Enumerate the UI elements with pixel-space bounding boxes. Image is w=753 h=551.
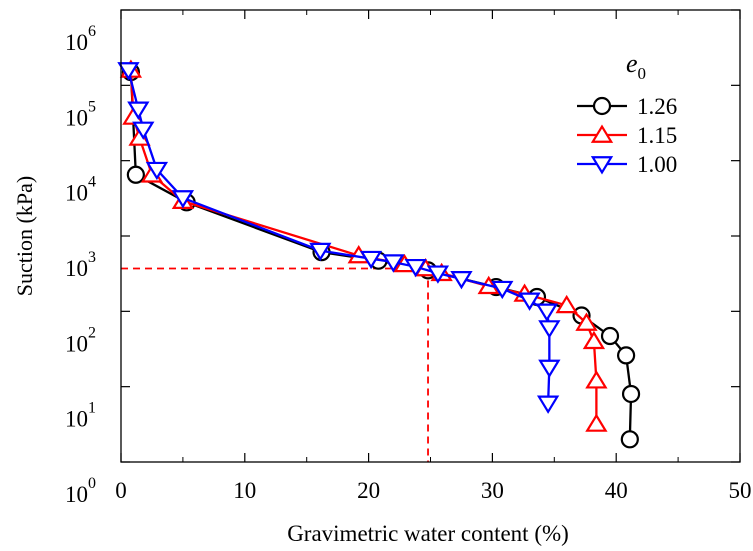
data-point — [359, 250, 383, 270]
x-axis-label: Gravimetric water content (%) — [287, 521, 569, 546]
data-point — [127, 101, 150, 120]
data-point — [535, 303, 559, 322]
y-tick-label: 101 — [65, 400, 96, 432]
legend-marker — [590, 156, 614, 175]
data-point — [617, 346, 636, 365]
data-point — [450, 271, 473, 290]
plot-frame — [120, 9, 741, 463]
data-point — [536, 395, 560, 414]
y-tick-label: 104 — [65, 174, 96, 206]
x-tick-labels: 0 10 20 30 40 50 — [115, 478, 751, 503]
data-point — [382, 254, 405, 273]
legend-label: 1.26 — [637, 94, 677, 119]
x-tick-label: 50 — [729, 478, 752, 503]
y-tick-exponent: 2 — [88, 324, 96, 341]
series-line — [127, 69, 551, 404]
series-line — [129, 69, 598, 424]
data-point — [585, 413, 608, 432]
legend-entry: 1.15 — [577, 123, 677, 148]
y-tick-exponent: 3 — [88, 249, 96, 266]
data-point — [126, 165, 145, 184]
data-point — [575, 312, 598, 331]
legend-title-subscript: 0 — [638, 64, 647, 83]
tick-marks — [120, 9, 741, 463]
legend-title: e0 — [626, 49, 646, 83]
legend-label: 1.15 — [637, 123, 677, 148]
y-tick-label: 102 — [65, 324, 96, 356]
data-point — [117, 62, 140, 81]
data-point — [491, 280, 514, 300]
y-tick-exponent: 5 — [88, 98, 96, 115]
series-1.15 — [119, 59, 608, 432]
legend-marker — [592, 96, 612, 116]
legend-entries: 1.26 1.15 1.00 — [577, 94, 677, 177]
y-tick-base: 10 — [65, 407, 88, 432]
y-tick-exponent: 1 — [88, 400, 96, 417]
x-tick-label: 10 — [233, 478, 256, 503]
legend: e0 1.26 1.15 1.00 — [577, 49, 677, 177]
data-point — [538, 359, 561, 378]
legend-entry: 1.26 — [577, 94, 677, 119]
y-tick-label: 100 — [65, 475, 96, 507]
legend-label: 1.00 — [637, 152, 677, 177]
y-tick-exponent: 4 — [88, 174, 96, 191]
data-point — [555, 294, 578, 314]
reference-lines — [121, 267, 429, 462]
data-point — [538, 320, 561, 339]
data-point — [145, 161, 169, 181]
y-tick-base: 10 — [65, 331, 88, 356]
data-point — [620, 430, 639, 449]
data-point — [621, 384, 641, 404]
data-point — [518, 292, 541, 311]
data-point — [426, 265, 450, 284]
y-tick-base: 10 — [65, 181, 88, 206]
y-tick-base: 10 — [65, 482, 88, 507]
legend-marker — [590, 124, 614, 143]
data-point — [582, 330, 606, 350]
legend-entry: 1.00 — [577, 152, 677, 177]
y-tick-base: 10 — [65, 30, 88, 55]
x-tick-label: 40 — [605, 478, 628, 503]
y-tick-exponent: 6 — [88, 23, 96, 40]
y-tick-exponent: 0 — [88, 475, 96, 492]
series-1.00 — [117, 62, 561, 414]
x-tick-label: 30 — [481, 478, 504, 503]
data-point — [600, 326, 620, 346]
y-tick-label: 105 — [65, 98, 96, 130]
legend-title-e: e — [626, 49, 638, 78]
data-point — [132, 121, 155, 140]
y-tick-label: 103 — [65, 249, 96, 281]
data-point — [404, 258, 427, 278]
data-point — [585, 370, 608, 389]
series-layer — [117, 59, 641, 449]
x-tick-label: 20 — [357, 478, 380, 503]
y-tick-base: 10 — [65, 256, 88, 281]
data-point — [171, 190, 195, 209]
series-1.26 — [121, 62, 641, 449]
data-point — [309, 242, 332, 262]
y-tick-label: 106 — [65, 23, 96, 55]
x-tick-label: 0 — [115, 478, 127, 503]
y-axis-label: Suction (kPa) — [12, 176, 37, 296]
y-tick-base: 10 — [65, 105, 88, 130]
